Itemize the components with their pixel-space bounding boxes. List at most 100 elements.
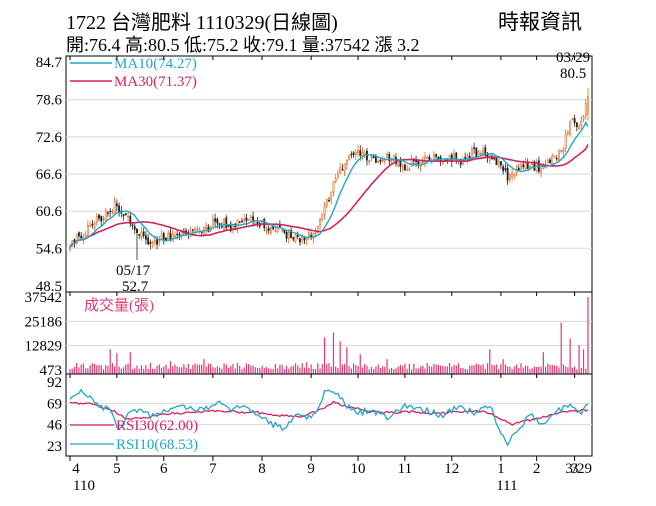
volume-bar (350, 368, 352, 374)
volume-bar (582, 349, 585, 374)
volume-bar (176, 366, 178, 374)
candle-body (339, 167, 342, 173)
volume-bar (493, 365, 495, 374)
candle-body (408, 168, 411, 171)
volume-bar (203, 359, 205, 374)
volume-bar (571, 367, 573, 374)
volume-bar (310, 364, 312, 374)
candle-body (464, 157, 467, 159)
volume-bar (520, 363, 522, 374)
volume-bar (348, 366, 350, 374)
candle-body (245, 217, 248, 221)
price-gridlines (66, 99, 592, 249)
candle-body (265, 229, 268, 232)
month-label: 5 (113, 461, 121, 477)
candle-body (75, 233, 78, 245)
candle-body (587, 96, 589, 114)
volume-bar (451, 366, 453, 374)
volume-bar (370, 366, 373, 374)
volume-bar (527, 365, 529, 374)
volume-bar (221, 368, 223, 374)
candle-body (321, 213, 324, 221)
candle-body (348, 155, 351, 160)
volume-bar (178, 367, 181, 374)
candle-body (100, 215, 103, 222)
volume-bar (172, 366, 174, 374)
candle-body (140, 231, 143, 237)
volume-bar (256, 367, 259, 374)
volume-bar (426, 363, 428, 374)
volume-bar (446, 366, 448, 374)
candle-body (129, 215, 132, 225)
volume-bar (502, 359, 504, 374)
candle-body (386, 153, 388, 158)
candle-body (328, 200, 330, 202)
candle-body (575, 122, 578, 128)
month-label: 2 (533, 461, 541, 477)
candle-body (158, 240, 161, 243)
ohlc-summary: 開:76.4 高:80.5 低:75.2 收:79.1 量:37542 漲 3.… (66, 35, 420, 55)
volume-bar (109, 349, 111, 374)
rsi-tick-label: 23 (47, 439, 62, 455)
candle-body (337, 173, 339, 179)
candle-body (115, 203, 118, 207)
candle-body (241, 220, 243, 223)
volume-bar (498, 369, 500, 374)
volume-bar (471, 365, 473, 374)
volume-bar (301, 363, 303, 374)
candle-body (553, 155, 556, 158)
volume-bar (352, 363, 355, 374)
month-label: 6 (160, 461, 168, 477)
candle-body (290, 229, 292, 238)
volume-bar (134, 368, 136, 374)
volume-bar (457, 363, 460, 374)
volume-bar (147, 368, 149, 374)
volume-bar (422, 365, 424, 374)
candle-body (477, 151, 480, 156)
volume-tick-label: 12829 (25, 339, 63, 355)
volume-bar (431, 366, 433, 374)
volume-bar (252, 365, 254, 374)
candle-body (495, 158, 498, 165)
candle-body (191, 229, 194, 231)
volume-bar (355, 365, 357, 374)
candle-body (562, 149, 565, 152)
volume-bar (321, 364, 323, 374)
volume-bar (551, 364, 553, 374)
rsi10-line (69, 388, 589, 447)
candle-body (578, 126, 580, 130)
candle-body (174, 235, 176, 238)
volume-bar (80, 364, 82, 374)
price-panel: 84.7 78.6 72.6 66.6 60.6 54.6 48.5 MA10(74.27)… (36, 50, 593, 295)
volume-bar (93, 363, 96, 374)
volume-bar (509, 366, 511, 374)
candle-body (520, 163, 522, 170)
volume-bar (196, 364, 198, 374)
candle-body (109, 210, 112, 213)
volume-bar (210, 363, 212, 374)
volume-bar (344, 364, 346, 374)
volume-bar (181, 367, 183, 374)
volume-bar (183, 364, 185, 374)
candle-body (399, 160, 402, 167)
volume-bar (125, 364, 127, 374)
candle-body (569, 121, 572, 135)
volume-bar (292, 365, 294, 374)
volume-bar (540, 366, 542, 374)
volume-bar (428, 366, 431, 374)
candle-body (500, 161, 502, 166)
volume-bar (212, 367, 214, 374)
volume-bar (477, 364, 480, 374)
candle-body (95, 215, 98, 223)
candle-body (334, 178, 337, 182)
volume-bar (484, 368, 486, 374)
volume-bar (314, 369, 317, 374)
month-label: 8 (258, 461, 266, 477)
volume-bar (152, 368, 154, 374)
candle-body (133, 226, 136, 230)
volume-bar (462, 368, 464, 374)
low-annotation-date: 05/17 (116, 263, 151, 279)
candle-body (549, 159, 551, 164)
candle-body (546, 159, 549, 163)
volume-bar (294, 363, 297, 374)
